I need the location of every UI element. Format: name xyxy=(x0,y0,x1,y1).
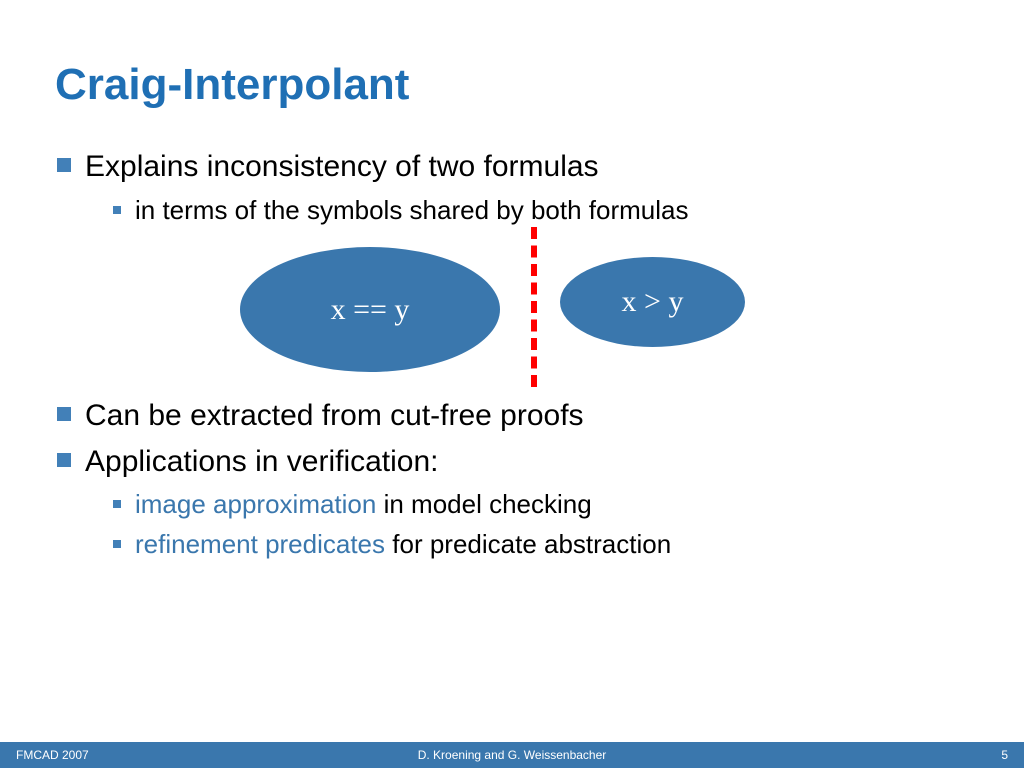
footer: FMCAD 2007 D. Kroening and G. Weissenbac… xyxy=(0,742,1024,768)
plain-text: in model checking xyxy=(376,489,591,519)
bullet-list-2: Can be extracted from cut-free proofs Ap… xyxy=(55,397,969,562)
ellipse-left-label: x == y xyxy=(331,293,410,327)
ellipse-left: x == y xyxy=(240,247,500,372)
footer-page-number: 5 xyxy=(1001,748,1008,762)
highlight-text: refinement predicates xyxy=(135,529,385,559)
highlight-text: image approximation xyxy=(135,489,376,519)
bullet-item: Can be extracted from cut-free proofs xyxy=(55,397,969,435)
ellipse-right: x > y xyxy=(560,257,745,347)
bullet-item: Applications in verification: xyxy=(55,443,969,481)
divider-line xyxy=(531,227,537,387)
bullet-subitem: in terms of the symbols shared by both f… xyxy=(55,194,969,228)
footer-left: FMCAD 2007 xyxy=(16,748,89,762)
bullet-item: Explains inconsistency of two formulas xyxy=(55,148,969,186)
slide-title: Craig-Interpolant xyxy=(55,60,969,110)
diagram: x == y x > y xyxy=(55,237,969,387)
plain-text: for predicate abstraction xyxy=(385,529,671,559)
bullet-list: Explains inconsistency of two formulas i… xyxy=(55,148,969,227)
slide: Craig-Interpolant Explains inconsistency… xyxy=(0,0,1024,768)
footer-center: D. Kroening and G. Weissenbacher xyxy=(418,748,607,762)
ellipse-right-label: x > y xyxy=(622,285,684,319)
bullet-subitem: image approximation in model checking xyxy=(55,488,969,522)
bullet-subitem: refinement predicates for predicate abst… xyxy=(55,528,969,562)
